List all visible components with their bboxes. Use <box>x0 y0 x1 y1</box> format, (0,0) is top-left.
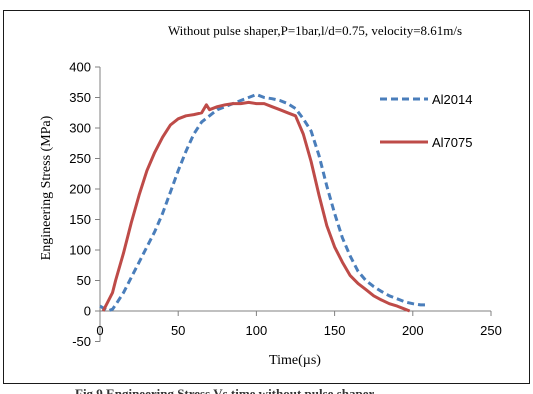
axes: -50 0 50 100 150 200 250 300 350 400 0 50 100 150 200 2… <box>69 60 502 350</box>
x-tick-label: 150 <box>324 323 346 338</box>
y-tick-label: 350 <box>69 90 91 105</box>
figure-caption: Fig 9 Engineering Stress Vs time without… <box>75 386 374 394</box>
x-tick-label: 250 <box>480 323 502 338</box>
y-tick-label: 0 <box>84 304 91 319</box>
x-axis-label: Time(µs) <box>269 353 321 368</box>
series-line-al7075 <box>101 100 411 313</box>
x-tick-label: 0 <box>96 323 103 338</box>
x-tick-label: 200 <box>402 323 424 338</box>
y-tick-label: 50 <box>77 273 91 288</box>
legend-label-al7075: Al7075 <box>432 135 472 150</box>
y-tick-label: 150 <box>69 212 91 227</box>
y-tick-label: 200 <box>69 182 91 197</box>
chart-title: Without pulse shaper,P=1bar,l/d=0.75, ve… <box>168 23 462 38</box>
y-tick-label: -50 <box>72 334 91 349</box>
y-tick-label: 100 <box>69 243 91 258</box>
series-layer <box>99 93 426 313</box>
legend: Al2014 Al7075 <box>380 92 472 150</box>
y-axis-label: Engineering Stress (MPa) <box>39 115 54 260</box>
x-tick-label: 100 <box>246 323 268 338</box>
chart-frame <box>3 10 530 384</box>
series-line-al2014 <box>99 93 426 313</box>
legend-label-al2014: Al2014 <box>432 92 472 107</box>
x-tick-label: 50 <box>171 323 185 338</box>
y-tick-label: 300 <box>69 121 91 136</box>
y-tick-label: 250 <box>69 151 91 166</box>
y-tick-label: 400 <box>69 60 91 75</box>
